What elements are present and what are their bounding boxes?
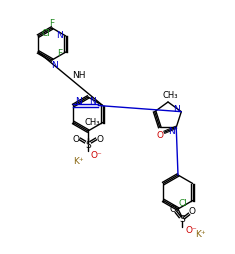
Text: F: F [57, 48, 63, 57]
Text: N: N [89, 97, 96, 106]
Text: N: N [56, 30, 63, 39]
Text: N: N [51, 61, 57, 70]
Text: K⁺: K⁺ [195, 230, 205, 239]
Text: O⁻: O⁻ [90, 150, 102, 159]
Text: O: O [169, 205, 176, 214]
Text: O⁻: O⁻ [186, 226, 198, 235]
Text: N: N [173, 105, 180, 114]
Text: O: O [188, 207, 196, 216]
Text: N: N [168, 126, 175, 135]
Text: CH₃: CH₃ [162, 91, 178, 100]
Text: F: F [49, 19, 55, 27]
Text: S: S [85, 141, 91, 150]
Text: N: N [75, 97, 82, 106]
Text: O: O [157, 130, 164, 139]
Text: CH₃: CH₃ [85, 118, 101, 126]
Text: K⁺: K⁺ [73, 157, 83, 166]
Text: Cl: Cl [42, 28, 51, 37]
Text: S: S [179, 215, 185, 224]
Text: O: O [73, 134, 79, 143]
Text: NH: NH [72, 71, 85, 80]
Text: Cl: Cl [178, 198, 187, 207]
Text: O: O [97, 134, 103, 143]
